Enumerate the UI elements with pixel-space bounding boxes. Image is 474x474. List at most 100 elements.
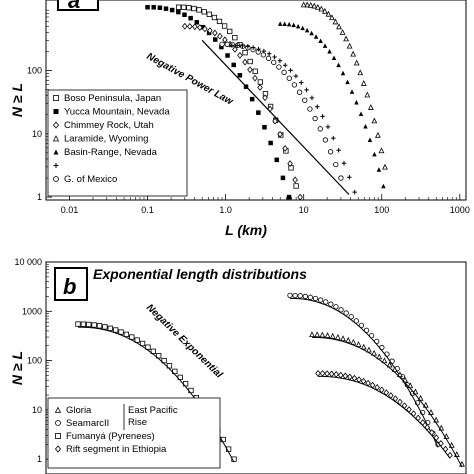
panel-a-point xyxy=(341,161,347,166)
panel-b-ytick-label: 100 xyxy=(27,356,42,366)
panel-b-point xyxy=(353,318,359,324)
panel-b-point xyxy=(86,321,92,328)
panel-a-point xyxy=(358,111,364,117)
panel-a-point xyxy=(354,99,359,105)
panel-b-point xyxy=(118,329,124,335)
panel-a-fit-line xyxy=(201,39,350,195)
panel-a-point xyxy=(331,55,337,60)
panel-b-point xyxy=(348,314,354,320)
panel-b-point xyxy=(107,325,113,331)
panel-b-point xyxy=(350,338,357,345)
panel-a-series-0 xyxy=(145,4,292,200)
panel-b-point xyxy=(360,343,367,350)
panel-a-point xyxy=(237,51,243,59)
panel-a-point xyxy=(317,126,323,132)
panel-a-point xyxy=(367,137,373,142)
panel-b-point xyxy=(328,301,334,307)
panel-a-series-4 xyxy=(229,43,357,195)
panel-b-point xyxy=(337,371,344,379)
panel-b: 1 10 100 1000 10 000 b Exponential length di… xyxy=(9,257,467,474)
panel-a-point xyxy=(311,2,318,9)
panel-b-point xyxy=(129,334,135,340)
panel-b-point xyxy=(371,349,377,356)
panel-a-point xyxy=(360,80,367,86)
panel-a-point xyxy=(338,175,344,181)
panel-a-point xyxy=(315,104,320,110)
panel-a-xtick-label: 1.0 xyxy=(219,205,232,215)
panel-a-xtick-label: 0.01 xyxy=(61,205,79,215)
panel-b-point xyxy=(347,373,353,381)
panel-a-ytick-label: 100 xyxy=(27,66,42,76)
panel-a-point xyxy=(292,176,298,184)
panel-a-point xyxy=(307,1,314,8)
panel-b-point xyxy=(442,445,449,453)
panel-a-point xyxy=(181,4,187,10)
panel-b-point xyxy=(338,307,344,313)
panel-b-legend-group-label-2: Rise xyxy=(128,417,147,428)
panel-a-point xyxy=(375,131,381,138)
panel-a-point xyxy=(329,14,335,21)
panel-a-point xyxy=(231,62,236,68)
panel-b-point xyxy=(309,331,315,338)
panel-b-point xyxy=(134,337,140,343)
panel-a-point xyxy=(250,45,256,50)
panel-a-point xyxy=(277,130,283,138)
panel-b-legend-symbol xyxy=(54,445,62,453)
panel-b-legend-symbol xyxy=(55,420,61,426)
panel-a-point xyxy=(247,66,253,74)
panel-a-point xyxy=(353,59,360,66)
panel-b-point xyxy=(345,336,352,343)
panel-a-point xyxy=(350,50,357,57)
panel-a-point xyxy=(304,87,309,93)
panel-a-point xyxy=(197,24,203,31)
panel-a-point xyxy=(318,5,325,12)
panel-a-point xyxy=(229,41,236,48)
panel-a-point xyxy=(151,5,156,10)
panel-a-point xyxy=(297,193,303,201)
panel-a-point xyxy=(249,96,255,102)
panel-a-point xyxy=(222,36,228,44)
panel-b-point xyxy=(355,341,362,347)
panel-a-point xyxy=(300,25,305,31)
panel-b-ticks: 1 10 100 1000 10 000 xyxy=(14,257,52,464)
panel-a-point xyxy=(371,117,378,124)
panel-a-ylabel: N ≥ L xyxy=(9,83,25,117)
panel-a-point xyxy=(245,44,251,49)
panel-a-point xyxy=(265,55,272,61)
panel-a-ytick-label: 10 xyxy=(32,129,42,139)
panel-b-legend-label: Gloria xyxy=(66,405,92,416)
panel-a-point xyxy=(320,114,325,119)
panel-b-point xyxy=(91,322,97,328)
panel-b-point xyxy=(391,366,398,373)
panel-a-xtick-label: 10 xyxy=(299,205,309,215)
panel-a-point xyxy=(212,29,218,37)
panel-a-point xyxy=(300,1,307,8)
panel-a-point xyxy=(277,58,283,64)
panel-b-ytick-label: 1 xyxy=(37,454,42,464)
panel-a-point xyxy=(286,75,292,81)
panel-a-point xyxy=(272,117,278,125)
panel-a-point xyxy=(318,38,323,43)
panel-a-point xyxy=(325,124,331,130)
panel-a-point xyxy=(281,69,287,75)
panel-a-point xyxy=(304,1,311,8)
panel-a-point xyxy=(307,106,313,112)
panel-a-plot-frame xyxy=(45,0,467,201)
panel-b-label: b xyxy=(63,274,76,299)
panel-a-point xyxy=(157,5,163,11)
panel-b-point xyxy=(312,295,319,302)
panel-b-point xyxy=(333,304,339,310)
panel-b-point xyxy=(358,322,365,329)
panel-a-legend-symbol xyxy=(53,109,59,114)
panel-b-point xyxy=(102,324,108,330)
panel-b-point xyxy=(307,294,314,300)
panel-a-point xyxy=(296,89,303,95)
panel-a-point xyxy=(272,54,277,60)
panel-a-point xyxy=(216,18,223,25)
panel-a-series-5 xyxy=(277,21,386,189)
panel-b-point xyxy=(96,323,103,329)
panel-a-point xyxy=(229,43,235,48)
panel-a-legend-label: Laramide, Wyoming xyxy=(64,134,148,145)
panel-b-ytick-label: 10 xyxy=(32,405,42,415)
panel-a-point xyxy=(322,7,328,14)
